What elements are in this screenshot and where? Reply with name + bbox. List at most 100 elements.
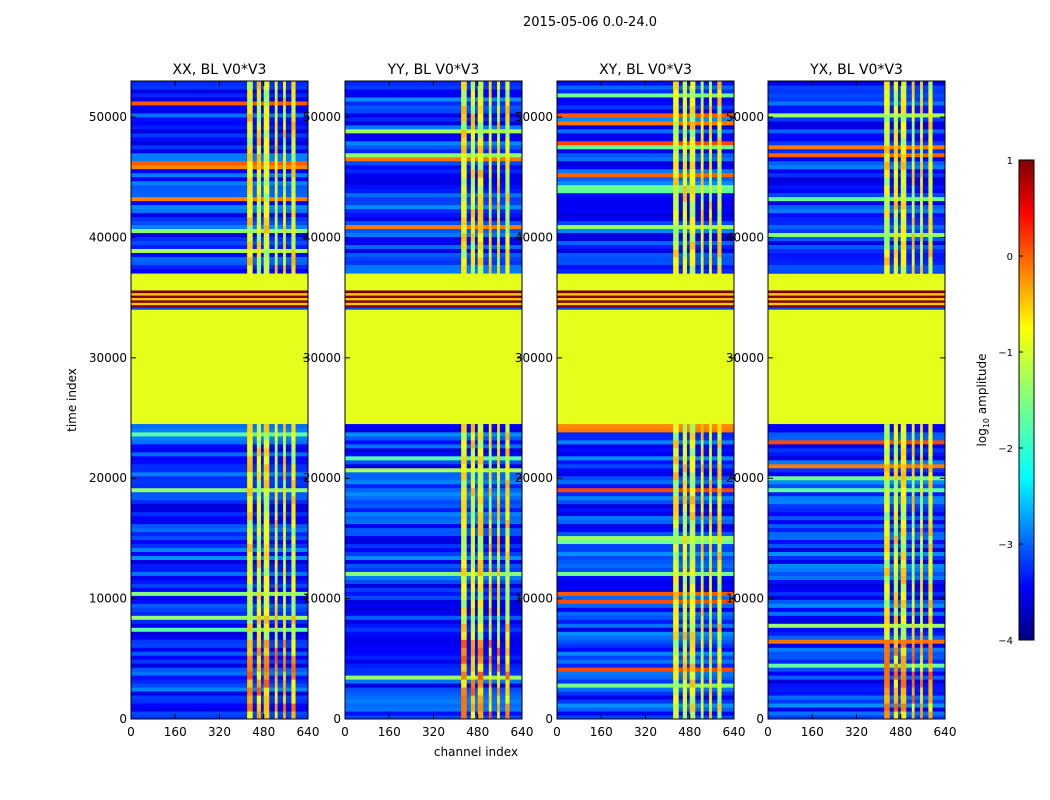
- channel-band: [291, 240, 296, 250]
- channel-band: [263, 631, 270, 640]
- channel-band: [470, 527, 475, 537]
- channel-band: [928, 439, 933, 449]
- channel-band: [470, 129, 475, 138]
- channel-band: [893, 471, 898, 481]
- channel-band: [247, 711, 253, 719]
- channel-band: [920, 471, 923, 481]
- channel-band: [911, 599, 915, 608]
- channel-band: [247, 687, 253, 696]
- channel-band: [247, 519, 253, 529]
- time-row: [768, 543, 945, 549]
- channel-band: [274, 185, 278, 194]
- channel-band: [461, 177, 467, 186]
- channel-band: [928, 193, 933, 202]
- channel-band: [283, 535, 286, 545]
- channel-band: [263, 567, 270, 576]
- channel-band: [247, 647, 253, 656]
- channel-band: [673, 631, 679, 640]
- channel-band: [291, 591, 296, 600]
- channel-band: [673, 97, 679, 106]
- channel-band: [505, 240, 510, 250]
- panel-1: XX, BL V0*V30 160 320 480 640010000200003000…: [89, 62, 320, 739]
- time-row: [557, 495, 734, 501]
- channel-band: [505, 177, 510, 186]
- time-row: [131, 144, 308, 150]
- channel-band: [505, 97, 510, 106]
- channel-band: [673, 463, 679, 473]
- channel-band: [461, 225, 467, 234]
- channel-band: [673, 217, 679, 226]
- channel-band: [477, 479, 484, 489]
- time-row: [131, 164, 308, 170]
- x-tick-label: 640: [934, 725, 957, 739]
- channel-band: [488, 201, 492, 210]
- time-row: [557, 511, 734, 517]
- time-row: [345, 527, 522, 533]
- channel-band: [263, 248, 270, 258]
- time-row: [557, 579, 734, 584]
- channel-band: [689, 193, 696, 202]
- channel-band: [682, 647, 687, 656]
- channel-band: [263, 519, 270, 529]
- channel-band: [470, 113, 475, 122]
- channel-band: [461, 495, 467, 505]
- channel-band: [900, 129, 907, 138]
- channel-band: [477, 671, 484, 680]
- time-row: [768, 92, 945, 98]
- channel-band: [247, 185, 253, 194]
- time-row: [557, 112, 734, 118]
- y-tick-label: 40000: [89, 230, 127, 244]
- channel-band: [893, 232, 898, 242]
- channel-band: [717, 97, 722, 106]
- channel-band: [884, 639, 890, 648]
- channel-band: [709, 663, 712, 672]
- channel-band: [505, 615, 510, 624]
- channel-band: [928, 256, 933, 266]
- channel-band: [505, 217, 510, 226]
- time-row: [768, 160, 945, 166]
- time-row: [345, 256, 522, 261]
- time-row: [557, 539, 734, 545]
- channel-band: [477, 113, 484, 122]
- time-row: [345, 84, 522, 90]
- time-row: [768, 595, 945, 600]
- channel-band: [673, 81, 679, 90]
- channel-band: [497, 487, 500, 497]
- saturated-row: [345, 297, 522, 301]
- channel-band: [700, 193, 704, 202]
- channel-band: [283, 703, 286, 712]
- channel-band: [884, 232, 890, 242]
- channel-band: [477, 153, 484, 162]
- time-row: [768, 619, 945, 624]
- channel-band: [884, 631, 890, 640]
- time-row: [557, 471, 734, 477]
- channel-band: [700, 679, 704, 688]
- channel-band: [673, 559, 679, 568]
- channel-band: [709, 463, 712, 473]
- channel-band: [291, 647, 296, 656]
- channel-band: [682, 631, 687, 640]
- channel-band: [673, 487, 679, 497]
- channel-band: [928, 687, 933, 696]
- channel-band: [700, 495, 704, 505]
- channel-band: [717, 217, 722, 226]
- time-row: [768, 268, 945, 273]
- channel-band: [717, 703, 722, 712]
- channel-band: [291, 487, 296, 497]
- channel-band: [470, 447, 475, 457]
- channel-band: [505, 256, 510, 266]
- channel-band: [893, 503, 898, 513]
- time-row: [768, 647, 945, 652]
- channel-band: [477, 455, 484, 465]
- channel-band: [497, 217, 500, 226]
- channel-band: [497, 543, 500, 553]
- flag-strip: [345, 273, 522, 291]
- channel-band: [505, 81, 510, 90]
- time-row: [131, 523, 308, 529]
- channel-band: [893, 527, 898, 537]
- y-tick-label: 50000: [726, 110, 764, 124]
- time-row: [131, 120, 308, 126]
- channel-band: [274, 559, 278, 568]
- channel-band: [263, 169, 270, 178]
- channel-band: [928, 623, 933, 632]
